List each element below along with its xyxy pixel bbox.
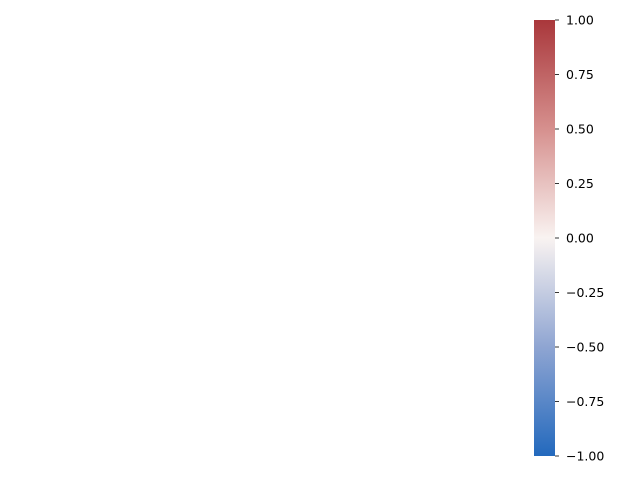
colorbar-tick-label: 0.25	[566, 176, 594, 191]
colorbar-tick-label: 0.00	[566, 231, 594, 246]
colorbar-tick-label: 0.50	[566, 122, 594, 137]
colorbar-tick-label: 1.00	[566, 13, 594, 28]
colorbar: 1.00 0.75 0.50 0.25 0.00 −0.25 −0.50 −0.75 −1.00	[534, 13, 604, 464]
colorbar-tick-label: −0.50	[566, 340, 604, 355]
colorbar-tick-label: −1.00	[566, 449, 604, 464]
colorbar-tick-label: −0.25	[566, 285, 604, 300]
colorbar-tick-label: 0.75	[566, 67, 594, 82]
colorbar-ticks: 1.00 0.75 0.50 0.25 0.00 −0.25 −0.50 −0.75 −1.00	[555, 13, 604, 464]
colorbar-tick-label: −0.75	[566, 394, 604, 409]
colorbar-gradient	[534, 20, 555, 456]
